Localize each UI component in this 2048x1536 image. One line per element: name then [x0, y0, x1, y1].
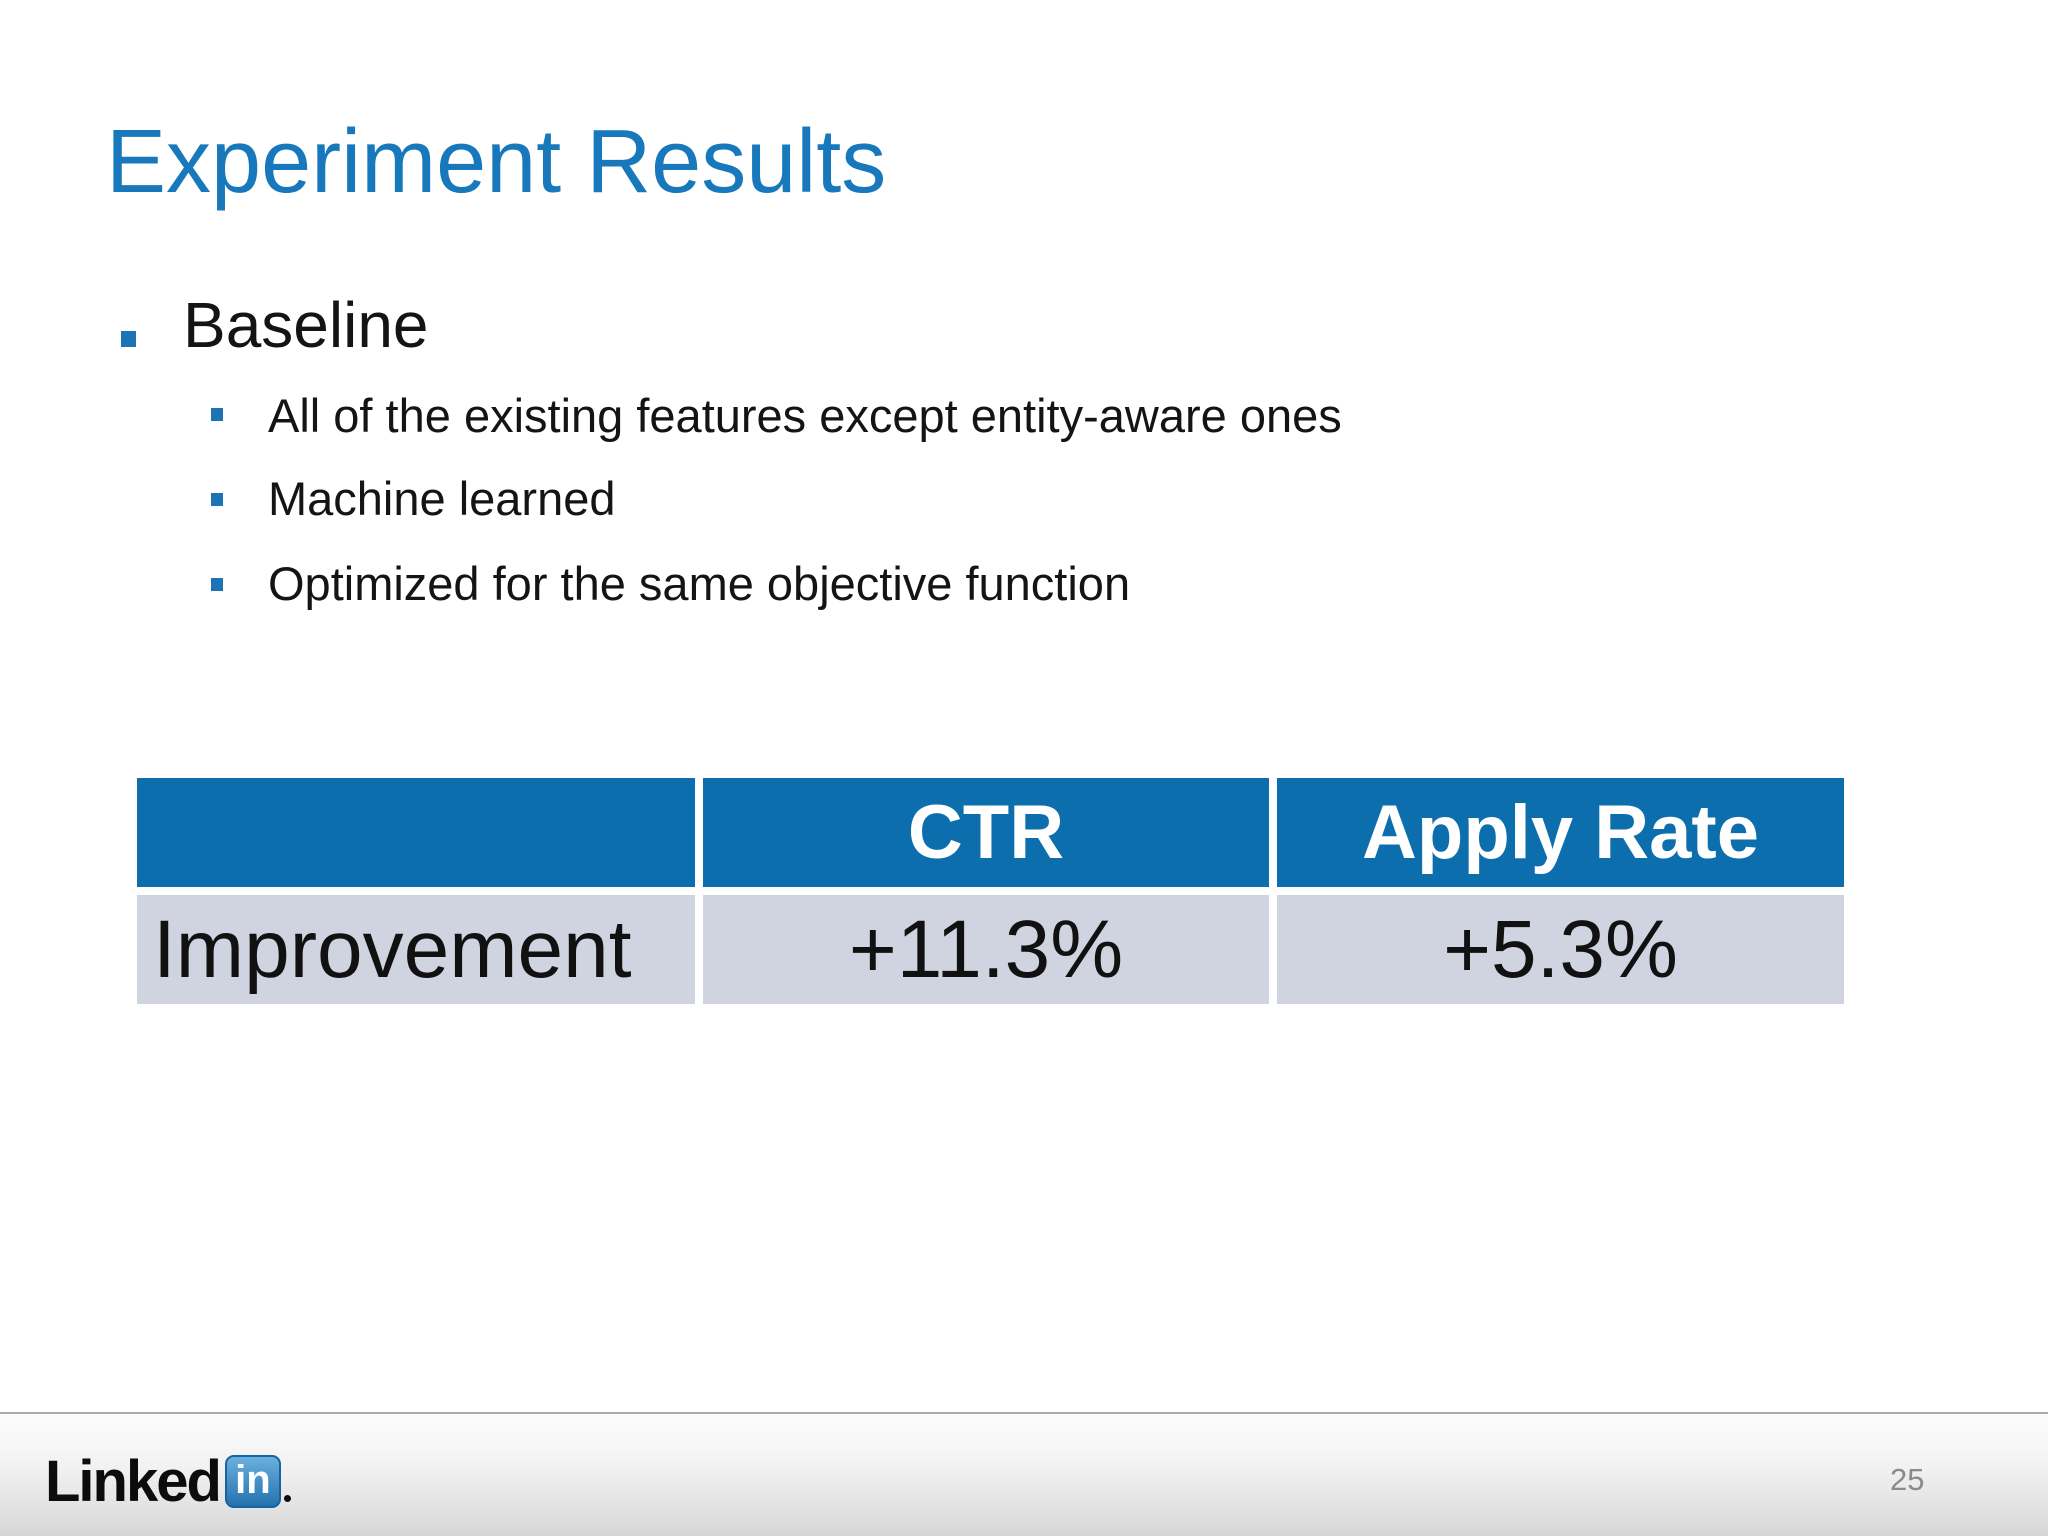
sub-bullet-item: All of the existing features except enti… — [268, 389, 1342, 442]
bullet-icon — [211, 408, 223, 421]
table-header-apply-rate: Apply Rate — [1277, 778, 1844, 887]
page-number: 25 — [1890, 1462, 1925, 1497]
linkedin-badge-text: in — [235, 1458, 271, 1502]
results-table: CTR Apply Rate Improvement +11.3% +5.3% — [137, 778, 1844, 1004]
footer: Linked in 25 — [0, 1414, 2048, 1536]
bullet-item: Baseline — [183, 289, 429, 361]
sub-bullet-item: Machine learned — [268, 472, 616, 525]
table-row-label: Improvement — [137, 895, 695, 1004]
trademark-dot-icon — [283, 1495, 291, 1502]
table-header-empty — [137, 778, 695, 887]
table-header-ctr: CTR — [703, 778, 1269, 887]
linkedin-in-badge-icon: in — [224, 1455, 281, 1508]
sub-bullet-item: Optimized for the same objective functio… — [268, 557, 1131, 610]
slide-title: Experiment Results — [106, 112, 887, 212]
bullet-icon — [211, 578, 223, 591]
bullet-icon — [121, 331, 136, 347]
table-cell-apply-rate-value: +5.3% — [1277, 895, 1844, 1004]
footer-divider — [0, 1412, 2048, 1414]
linkedin-logo: Linked in — [45, 1448, 291, 1514]
table-cell-ctr-value: +11.3% — [703, 895, 1269, 1004]
linkedin-wordmark: Linked — [45, 1448, 222, 1514]
bullet-icon — [211, 493, 223, 506]
